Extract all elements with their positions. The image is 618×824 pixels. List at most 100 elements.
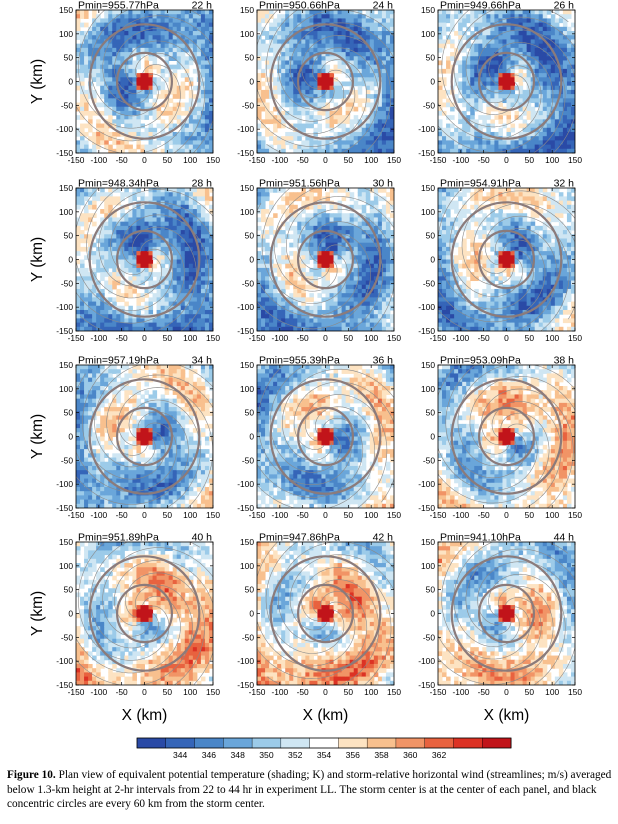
shading-cell bbox=[458, 81, 463, 87]
shading-cell bbox=[546, 89, 552, 95]
shading-cell bbox=[542, 148, 548, 153]
shading-cell bbox=[152, 18, 158, 24]
shading-cell bbox=[321, 144, 326, 150]
shading-cell bbox=[297, 225, 302, 231]
shading-cell bbox=[124, 238, 129, 244]
shading-cell bbox=[478, 81, 483, 87]
shading-cell bbox=[381, 47, 387, 53]
shading-cell bbox=[269, 293, 274, 298]
shading-cell bbox=[164, 234, 170, 239]
shading-cell bbox=[88, 297, 93, 303]
shading-cell bbox=[108, 309, 113, 315]
shading-cell bbox=[140, 47, 145, 53]
shading-cell bbox=[80, 221, 85, 227]
shading-cell bbox=[329, 14, 335, 19]
shading-cell bbox=[92, 110, 97, 116]
x-tick-label: 50 bbox=[525, 155, 535, 165]
shading-cell bbox=[381, 119, 387, 125]
shading-cell bbox=[522, 89, 528, 95]
shading-cell bbox=[353, 263, 359, 269]
shading-cell bbox=[470, 140, 475, 146]
shading-cell bbox=[289, 259, 294, 265]
shading-cell bbox=[562, 43, 568, 49]
shading-cell bbox=[321, 276, 326, 282]
shading-cell bbox=[148, 64, 154, 70]
shading-cell bbox=[80, 148, 85, 153]
shading-cell bbox=[373, 52, 379, 57]
shading-cell bbox=[446, 123, 451, 129]
shading-cell bbox=[369, 127, 375, 133]
shading-cell bbox=[204, 14, 210, 19]
shading-cell bbox=[160, 52, 166, 57]
shading-cell bbox=[297, 196, 302, 202]
shading-cell bbox=[325, 31, 331, 36]
shading-cell bbox=[116, 297, 121, 303]
shading-cell bbox=[478, 144, 483, 150]
shading-cell bbox=[132, 221, 137, 227]
shading-cell bbox=[325, 68, 331, 74]
shading-cell bbox=[526, 136, 532, 141]
shading-cell bbox=[550, 60, 556, 66]
shading-cell bbox=[361, 131, 367, 137]
shading-cell bbox=[188, 259, 194, 265]
shading-cell bbox=[486, 148, 491, 153]
shading-cell bbox=[309, 39, 314, 45]
shading-cell bbox=[325, 234, 331, 239]
shading-cell bbox=[442, 94, 447, 99]
shading-cell bbox=[566, 26, 572, 32]
shading-cell bbox=[176, 89, 182, 95]
shading-cell bbox=[273, 213, 278, 218]
shading-cell bbox=[353, 204, 359, 210]
shading-cell bbox=[257, 136, 262, 141]
shading-cell bbox=[289, 110, 294, 116]
shading-cell bbox=[192, 242, 198, 248]
shading-cell bbox=[172, 225, 178, 231]
shading-cell bbox=[498, 35, 503, 40]
shading-cell bbox=[333, 68, 339, 74]
shading-cell bbox=[458, 73, 463, 78]
shading-cell bbox=[337, 89, 343, 95]
shading-cell bbox=[538, 102, 544, 108]
shading-cell bbox=[570, 31, 575, 36]
shading-cell bbox=[132, 119, 137, 125]
shading-cell bbox=[546, 127, 552, 133]
shading-cell bbox=[389, 18, 394, 24]
shading-cell bbox=[538, 68, 544, 74]
shading-cell bbox=[301, 234, 306, 239]
shading-cell bbox=[128, 209, 133, 214]
shading-cell bbox=[108, 314, 113, 319]
shading-cell bbox=[369, 22, 375, 28]
shading-cell bbox=[196, 272, 202, 277]
shading-cell bbox=[184, 267, 190, 273]
shading-cell bbox=[257, 47, 262, 53]
shading-cell bbox=[357, 56, 363, 61]
shading-cell bbox=[88, 31, 93, 36]
shading-cell bbox=[530, 26, 536, 32]
shading-cell bbox=[542, 43, 548, 49]
shading-cell bbox=[208, 22, 213, 28]
streamline bbox=[438, 54, 554, 153]
shading-cell bbox=[341, 297, 347, 303]
shading-cell bbox=[116, 102, 121, 108]
shading-cell bbox=[329, 56, 335, 61]
shading-cell bbox=[329, 110, 335, 116]
shading-cell bbox=[208, 276, 213, 282]
shading-cell bbox=[261, 119, 266, 125]
shading-cell bbox=[277, 238, 282, 244]
shading-cell bbox=[180, 31, 186, 36]
shading-cell bbox=[148, 225, 154, 231]
shading-cell bbox=[104, 31, 109, 36]
shading-cell bbox=[180, 127, 186, 133]
shading-cell bbox=[341, 276, 347, 282]
shading-cell bbox=[172, 272, 178, 277]
shading-cell bbox=[365, 26, 371, 32]
shading-cell bbox=[200, 213, 206, 218]
shading-cell bbox=[124, 39, 129, 45]
shading-cell bbox=[172, 309, 178, 315]
shading-cell bbox=[192, 318, 198, 324]
shading-cell bbox=[550, 119, 556, 125]
shading-cell bbox=[188, 238, 194, 244]
shading-cell bbox=[317, 322, 322, 328]
shading-cell bbox=[470, 89, 475, 95]
shading-cell bbox=[140, 234, 145, 239]
